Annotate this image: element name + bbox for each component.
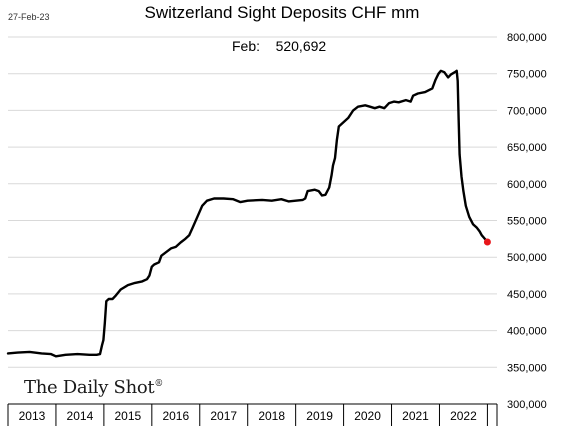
annotation-label: Feb: [232, 38, 261, 54]
tick-labels: 300,000 350,000 400,000 450,000 500,000 550,0… [19, 32, 547, 423]
x-tick-label: 2022 [450, 409, 477, 423]
x-tick-label: 2016 [162, 409, 189, 423]
y-tick-label: 450,000 [507, 289, 547, 301]
x-tick-label: 2019 [306, 409, 333, 423]
y-tick-label: 800,000 [507, 32, 547, 44]
axes [7, 403, 498, 426]
grid-lines [8, 36, 497, 368]
y-tick-label: 350,000 [507, 362, 547, 374]
y-tick-label: 500,000 [507, 252, 547, 264]
y-tick-label: 750,000 [507, 69, 547, 81]
brand-logo: The Daily Shot® [24, 377, 163, 398]
latest-value-annotation: Feb: 520,692 [232, 38, 326, 54]
chart-title: Switzerland Sight Deposits CHF mm [144, 3, 420, 22]
series-layer [6, 69, 491, 358]
date-stamp: 27-Feb-23 [8, 12, 50, 22]
latest-point-marker [483, 238, 491, 246]
y-tick-label: 600,000 [507, 179, 547, 191]
x-tick-label: 2013 [19, 409, 46, 423]
series-line-sight-deposits [6, 69, 489, 358]
x-tick-label: 2015 [115, 409, 142, 423]
x-tick-label: 2020 [354, 409, 381, 423]
y-tick-label: 400,000 [507, 326, 547, 338]
brand-registered-mark: ® [154, 379, 164, 389]
y-tick-label: 650,000 [507, 142, 547, 154]
x-tick-label: 2018 [258, 409, 285, 423]
y-tick-label: 300,000 [507, 399, 547, 411]
brand-name: The Daily Shot [24, 377, 155, 398]
x-tick-label: 2014 [67, 409, 94, 423]
x-tick-label: 2021 [402, 409, 429, 423]
y-tick-label: 700,000 [507, 105, 547, 117]
annotation-value: 520,692 [275, 38, 327, 54]
x-tick-label: 2017 [210, 409, 237, 423]
y-tick-label: 550,000 [507, 216, 547, 228]
